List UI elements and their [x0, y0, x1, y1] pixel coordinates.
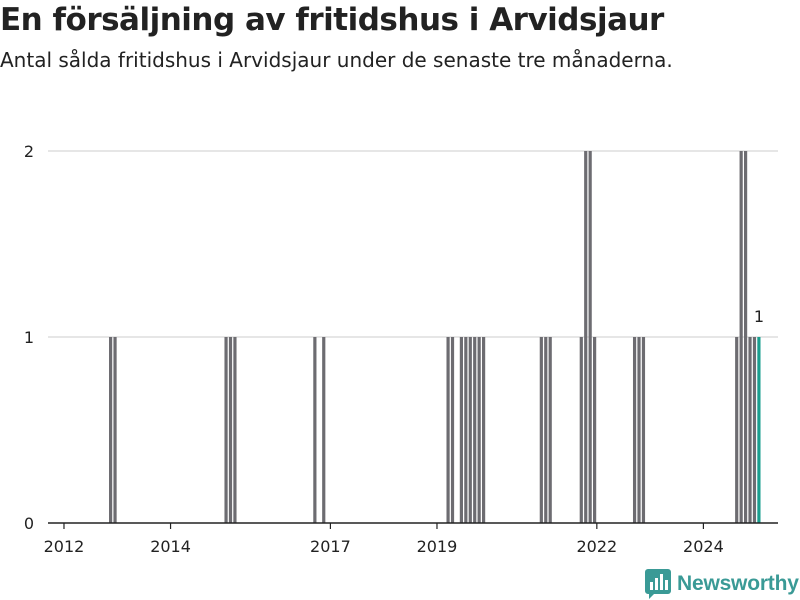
bar [233, 337, 237, 523]
data-label: 1 [754, 307, 764, 326]
bar [544, 337, 548, 523]
bar [637, 337, 641, 523]
bar [632, 337, 637, 523]
bar [482, 337, 486, 523]
bar [446, 337, 450, 523]
x-tick-label: 2012 [44, 537, 85, 556]
bar [593, 337, 597, 523]
bar [313, 337, 317, 523]
gridlines [48, 150, 778, 338]
axes [48, 522, 778, 529]
bar [477, 337, 481, 523]
bar [450, 337, 455, 523]
bar-chart-badge-icon [645, 569, 671, 599]
y-tick-label: 1 [24, 328, 34, 347]
brand-name: Newsworthy [677, 572, 799, 595]
x-tick-label: 2022 [576, 537, 617, 556]
bar [539, 337, 543, 523]
bar [735, 337, 739, 523]
bar [113, 337, 117, 523]
bar [739, 151, 743, 523]
bar [468, 337, 472, 523]
x-tick-label: 2017 [310, 537, 351, 556]
bar [459, 337, 463, 523]
bar [473, 337, 477, 523]
bar [464, 337, 468, 523]
bar [579, 337, 583, 523]
chart-title: En försäljning av fritidshus i Arvidsjau… [0, 2, 664, 38]
bar [757, 337, 761, 523]
bars [109, 151, 761, 523]
x-tick-label: 2024 [683, 537, 724, 556]
bar [584, 151, 588, 523]
bar [228, 337, 233, 523]
labels: 0 1 2 2012 2014 2017 2019 2022 2024 1 [24, 142, 764, 556]
bar [588, 151, 592, 523]
bar [743, 151, 748, 523]
y-tick-label: 2 [24, 142, 34, 161]
y-tick-label: 0 [24, 514, 34, 533]
bar [752, 337, 757, 523]
bar [322, 337, 326, 523]
bar [641, 337, 646, 523]
bar [548, 337, 552, 523]
chart-subtitle: Antal sålda fritidshus i Arvidsjaur unde… [0, 48, 673, 72]
x-tick-label: 2014 [150, 537, 191, 556]
x-tick-label: 2019 [417, 537, 458, 556]
bar [748, 337, 752, 523]
newsworthy-logo: Newsworthy [645, 569, 799, 599]
bar [224, 337, 228, 523]
bar [109, 337, 113, 523]
